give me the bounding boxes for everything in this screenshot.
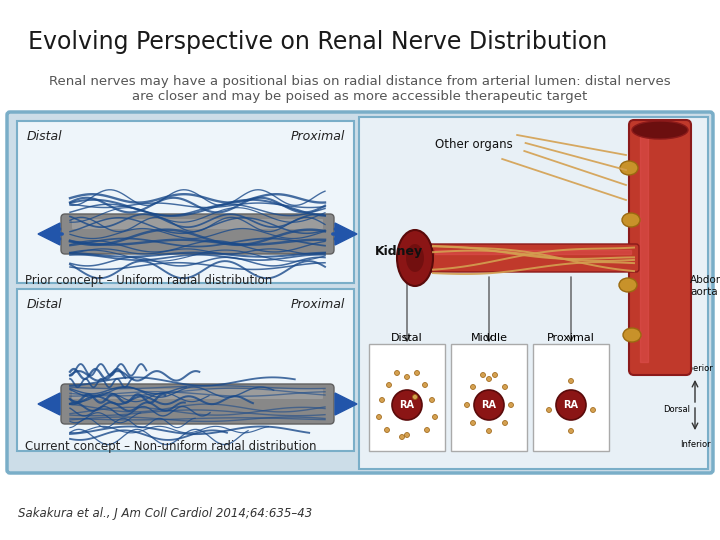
Text: Proximal: Proximal	[291, 298, 345, 311]
Polygon shape	[335, 223, 357, 245]
Ellipse shape	[395, 370, 400, 375]
FancyBboxPatch shape	[369, 344, 445, 451]
Text: Dorsal: Dorsal	[663, 406, 690, 415]
Text: Renal nerves may have a positional bias on radial distance from arterial lumen: : Renal nerves may have a positional bias …	[49, 75, 671, 88]
Ellipse shape	[556, 390, 586, 420]
Ellipse shape	[487, 429, 492, 434]
FancyBboxPatch shape	[7, 112, 713, 473]
FancyBboxPatch shape	[72, 389, 323, 399]
FancyBboxPatch shape	[533, 344, 609, 451]
Ellipse shape	[622, 213, 640, 227]
Text: Distal: Distal	[391, 333, 423, 343]
Ellipse shape	[464, 402, 469, 408]
Polygon shape	[38, 393, 60, 415]
Text: Distal: Distal	[27, 298, 63, 311]
Polygon shape	[335, 393, 357, 415]
Ellipse shape	[474, 390, 504, 420]
Ellipse shape	[405, 433, 410, 437]
Ellipse shape	[413, 395, 418, 400]
FancyBboxPatch shape	[72, 219, 323, 229]
FancyBboxPatch shape	[17, 289, 354, 451]
Ellipse shape	[619, 278, 637, 292]
Ellipse shape	[377, 415, 382, 420]
Ellipse shape	[379, 397, 384, 402]
Ellipse shape	[480, 373, 485, 377]
Ellipse shape	[430, 397, 434, 402]
Ellipse shape	[569, 429, 574, 434]
Text: Inferior: Inferior	[680, 440, 711, 449]
Ellipse shape	[400, 435, 405, 440]
Text: RA: RA	[400, 400, 415, 410]
FancyBboxPatch shape	[359, 117, 708, 469]
Text: Other organs: Other organs	[435, 138, 513, 151]
Text: are closer and may be poised as more accessible therapeutic target: are closer and may be poised as more acc…	[132, 90, 588, 103]
Text: Distal: Distal	[27, 130, 63, 143]
FancyBboxPatch shape	[17, 121, 354, 283]
Ellipse shape	[423, 382, 428, 388]
Ellipse shape	[508, 402, 513, 408]
Ellipse shape	[387, 382, 392, 388]
Ellipse shape	[433, 415, 438, 420]
Ellipse shape	[546, 408, 552, 413]
Ellipse shape	[425, 428, 430, 433]
Ellipse shape	[392, 390, 422, 420]
Ellipse shape	[492, 373, 498, 377]
Ellipse shape	[397, 230, 433, 286]
Text: Superior: Superior	[677, 364, 713, 373]
Ellipse shape	[487, 376, 492, 381]
FancyBboxPatch shape	[61, 384, 334, 424]
Ellipse shape	[470, 384, 475, 389]
Text: RA: RA	[564, 400, 578, 410]
Ellipse shape	[470, 421, 475, 426]
Text: Kidney: Kidney	[375, 245, 423, 258]
Ellipse shape	[415, 370, 420, 375]
Text: Sakakura et al., J Am Coll Cardiol 2014;64:635–43: Sakakura et al., J Am Coll Cardiol 2014;…	[18, 507, 312, 520]
Text: Current concept – Non-uniform radial distribution: Current concept – Non-uniform radial dis…	[25, 440, 317, 453]
Text: Abdominal: Abdominal	[690, 275, 720, 285]
FancyBboxPatch shape	[451, 344, 527, 451]
Ellipse shape	[503, 421, 508, 426]
Polygon shape	[38, 223, 60, 245]
Text: Middle: Middle	[470, 333, 508, 343]
Ellipse shape	[632, 121, 688, 139]
Ellipse shape	[590, 408, 595, 413]
Text: Proximal: Proximal	[291, 130, 345, 143]
FancyBboxPatch shape	[629, 120, 691, 375]
Ellipse shape	[623, 328, 641, 342]
Ellipse shape	[569, 379, 574, 383]
Text: aorta: aorta	[690, 287, 718, 297]
Text: Proximal: Proximal	[547, 333, 595, 343]
Text: Evolving Perspective on Renal Nerve Distribution: Evolving Perspective on Renal Nerve Dist…	[28, 30, 607, 54]
Ellipse shape	[384, 428, 390, 433]
Ellipse shape	[620, 161, 638, 175]
FancyBboxPatch shape	[61, 214, 334, 254]
Ellipse shape	[406, 244, 424, 272]
FancyBboxPatch shape	[427, 244, 639, 272]
Ellipse shape	[405, 375, 410, 380]
Text: Prior concept – Uniform radial distribution: Prior concept – Uniform radial distribut…	[25, 274, 272, 287]
Ellipse shape	[503, 384, 508, 389]
Text: RA: RA	[482, 400, 497, 410]
